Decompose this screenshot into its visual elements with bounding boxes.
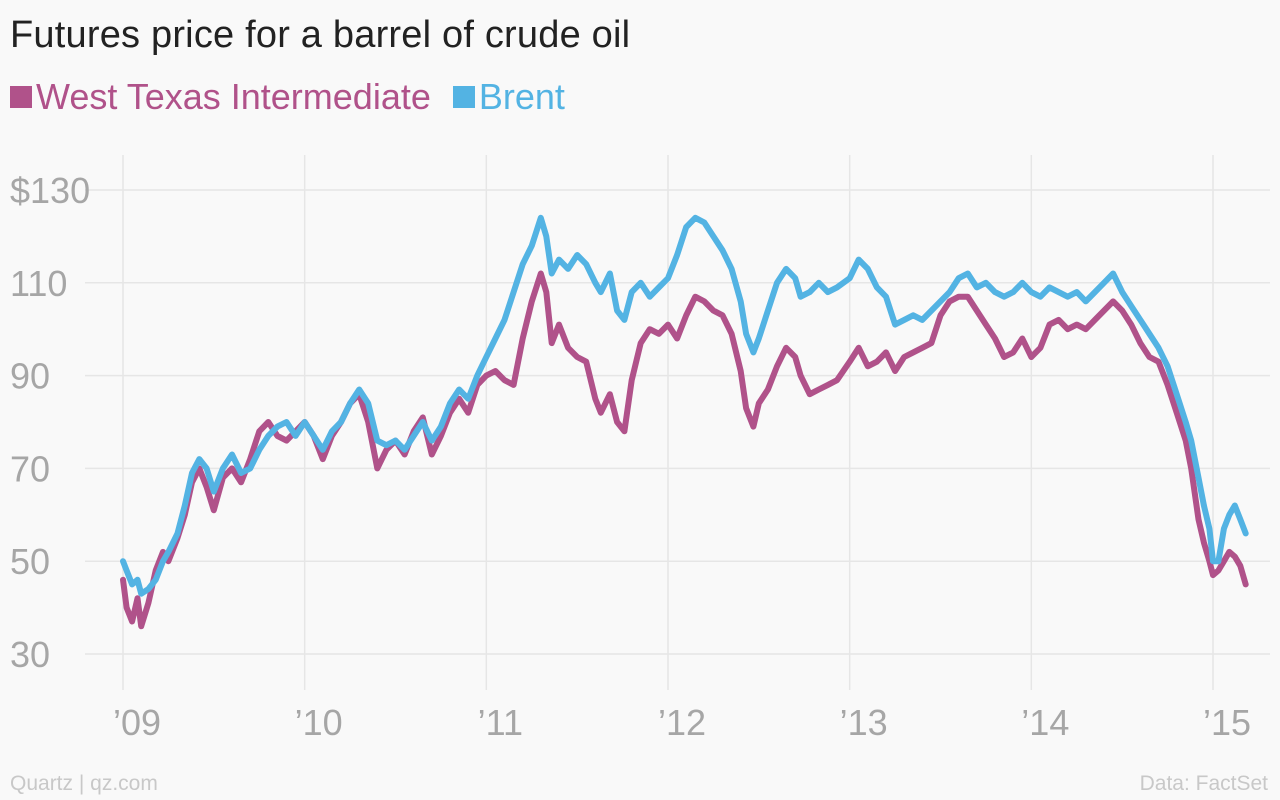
source-label: Quartz | qz.com	[10, 772, 158, 795]
y-tick-label: 70	[10, 448, 50, 489]
chart-legend: West Texas Intermediate Brent	[10, 76, 587, 118]
x-tick-label: ’15	[1203, 702, 1251, 743]
x-tick-label: ’11	[478, 702, 523, 743]
y-tick-label: 110	[10, 263, 67, 304]
y-tick-label: 50	[10, 541, 50, 582]
series-line-wti	[120, 270, 1249, 630]
legend-label-wti: West Texas Intermediate	[36, 76, 431, 117]
x-tick-label: ’09	[113, 702, 161, 743]
x-tick-label: ’12	[658, 702, 706, 743]
legend-swatch-wti	[10, 86, 32, 108]
x-tick-label: ’14	[1021, 702, 1069, 743]
chart-title: Futures price for a barrel of crude oil	[10, 14, 631, 56]
x-tick-label: ’10	[295, 702, 343, 743]
legend-item-brent: Brent	[452, 76, 565, 118]
y-tick-label: 30	[10, 634, 50, 675]
y-tick-label: 90	[10, 356, 50, 397]
series-line-brent	[120, 214, 1249, 597]
legend-item-wti: West Texas Intermediate	[10, 76, 431, 118]
y-tick-label: $130	[10, 170, 90, 211]
legend-swatch-brent	[452, 86, 475, 108]
credit-label: Data: FactSet	[1139, 772, 1268, 795]
legend-label-brent: Brent	[478, 76, 565, 117]
x-tick-label: ’13	[840, 702, 888, 743]
